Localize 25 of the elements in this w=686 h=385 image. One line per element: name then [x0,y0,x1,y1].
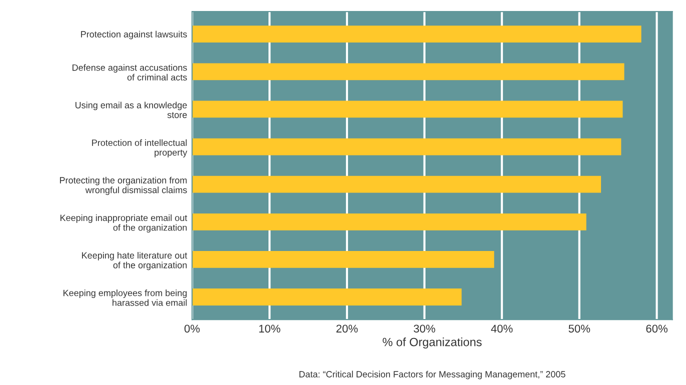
y-tick-label: Keeping hate literature out of the organization [82,252,188,270]
x-axis-title: % of Organizations [382,338,482,349]
bar [192,213,586,230]
bar [192,63,624,80]
y-tick-label: Defense against accusations of criminal acts [72,64,187,81]
y-tick-label: Using email as a knowledge store [76,102,187,118]
bar [192,100,623,118]
text: Data: “Critical Decision Factors for Messaging Management,” 2005 [299,370,566,380]
x-tick-label: 20% [336,324,358,333]
bar [192,288,462,306]
bar [192,176,602,193]
y-tick-label: Keeping employees from being harassed via email [64,290,187,306]
y-tick-label: Protection of intellectual property [92,139,188,158]
y-tick-label: Protecting the organization from wrongful dismissal claims [60,176,187,195]
x-tick-label: 60% [646,324,668,333]
y-tick-label: Keeping inappropriate email out of the organization [60,214,188,233]
bar [192,251,494,268]
x-tick-label: 0% [184,324,200,333]
x-tick-label: 10% [259,324,280,333]
bar [192,138,622,156]
x-tick-label: 50% [568,324,590,333]
bar [192,26,642,43]
x-tick-label: 30% [414,324,436,333]
x-tick-label: 40% [491,324,513,333]
y-tick-label: Protection against lawsuits [81,30,187,40]
